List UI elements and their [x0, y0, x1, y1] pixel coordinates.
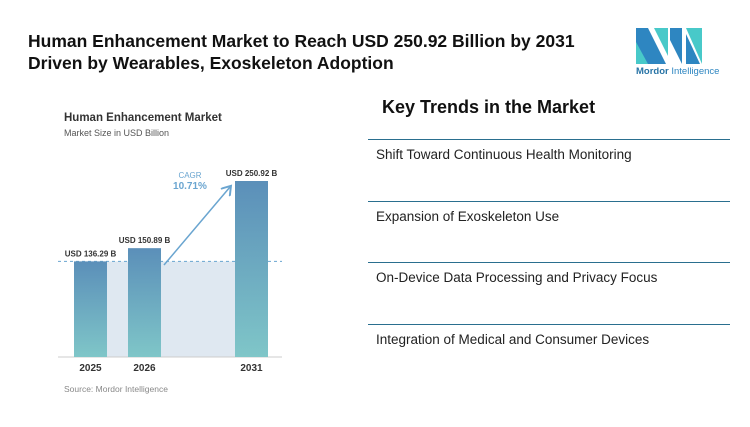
mordor-logo: Mordor Intelligence	[636, 28, 719, 77]
bar-chart: USD 136.29 B 2025 USD 150.89 B 2026 USD 250.…	[58, 169, 282, 374]
trend-item: Integration of Medical and Consumer Devi…	[368, 323, 730, 355]
logo-text-bold: Mordor	[636, 66, 669, 77]
title-line-1: Human Enhancement Market to Reach USD 25…	[28, 31, 575, 51]
data-label: USD 150.89 B	[119, 236, 171, 245]
logo-mark-icon	[636, 28, 702, 64]
logo-text: Mordor Intelligence	[636, 66, 719, 77]
trend-item: Expansion of Exoskeleton Use	[368, 200, 730, 232]
trend-item: On-Device Data Processing and Privacy Fo…	[368, 262, 730, 293]
trend-item: Shift Toward Continuous Health Monitorin…	[368, 139, 730, 170]
chart-source: Source: Mordor Intelligence	[64, 384, 168, 394]
cagr-value: 10.71%	[173, 181, 207, 192]
title-line-2: Driven by Wearables, Exoskeleton Adoptio…	[28, 53, 394, 73]
data-label: USD 250.92 B	[226, 169, 278, 178]
cagr-arrow	[163, 187, 230, 266]
x-tick-label: 2026	[133, 363, 156, 374]
data-label: USD 136.29 B	[65, 249, 117, 258]
cagr-label: CAGR	[178, 171, 201, 180]
trend-label: Integration of Medical and Consumer Devi…	[376, 331, 650, 347]
trends-heading: Key Trends in the Market	[382, 97, 596, 117]
bar-2026	[128, 248, 161, 357]
x-tick-label: 2031	[240, 363, 263, 374]
chart-card: USD 136.29 B 2025 USD 150.89 B 2026 USD 250.…	[50, 100, 290, 400]
trend-label: Expansion of Exoskeleton Use	[376, 208, 560, 224]
trend-label: Shift Toward Continuous Health Monitorin…	[376, 147, 632, 162]
trend-label: On-Device Data Processing and Privacy Fo…	[376, 270, 658, 285]
chart-subtitle: Market Size in USD Billion	[64, 128, 170, 138]
bar-2031	[235, 181, 268, 357]
x-tick-label: 2025	[79, 363, 102, 374]
bar-2025	[74, 261, 107, 357]
page-title: Human Enhancement Market to Reach USD 25…	[28, 30, 608, 74]
logo-text-rest: Intelligence	[668, 66, 720, 77]
chart-title: Human Enhancement Market	[64, 112, 222, 124]
